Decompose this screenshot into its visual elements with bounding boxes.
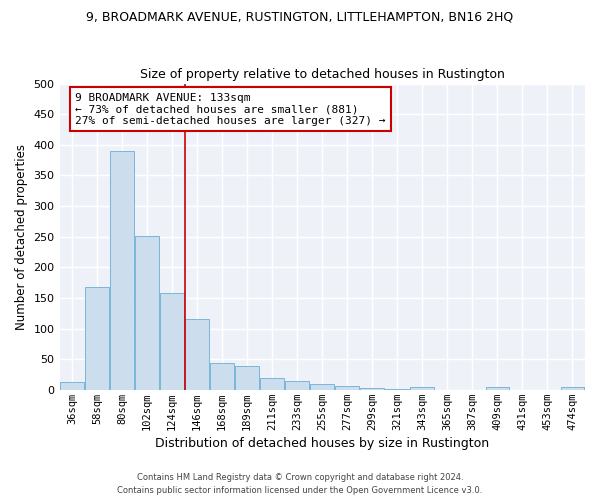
Bar [485,386,509,390]
Bar [135,236,159,390]
Bar [410,388,434,390]
Bar [85,288,109,390]
Bar [210,363,234,390]
Bar [60,382,84,390]
X-axis label: Distribution of detached houses by size in Rustington: Distribution of detached houses by size … [155,437,490,450]
Bar [235,366,259,390]
Bar [361,388,384,390]
Bar [185,320,209,390]
Bar [335,386,359,390]
Bar [385,388,409,390]
Text: 9 BROADMARK AVENUE: 133sqm
← 73% of detached houses are smaller (881)
27% of sem: 9 BROADMARK AVENUE: 133sqm ← 73% of deta… [76,92,386,126]
Bar [560,388,584,390]
Bar [110,151,134,390]
Title: Size of property relative to detached houses in Rustington: Size of property relative to detached ho… [140,68,505,81]
Bar [286,381,309,390]
Bar [160,293,184,390]
Text: Contains HM Land Registry data © Crown copyright and database right 2024.
Contai: Contains HM Land Registry data © Crown c… [118,474,482,495]
Y-axis label: Number of detached properties: Number of detached properties [15,144,28,330]
Text: 9, BROADMARK AVENUE, RUSTINGTON, LITTLEHAMPTON, BN16 2HQ: 9, BROADMARK AVENUE, RUSTINGTON, LITTLEH… [86,10,514,23]
Bar [260,378,284,390]
Bar [310,384,334,390]
